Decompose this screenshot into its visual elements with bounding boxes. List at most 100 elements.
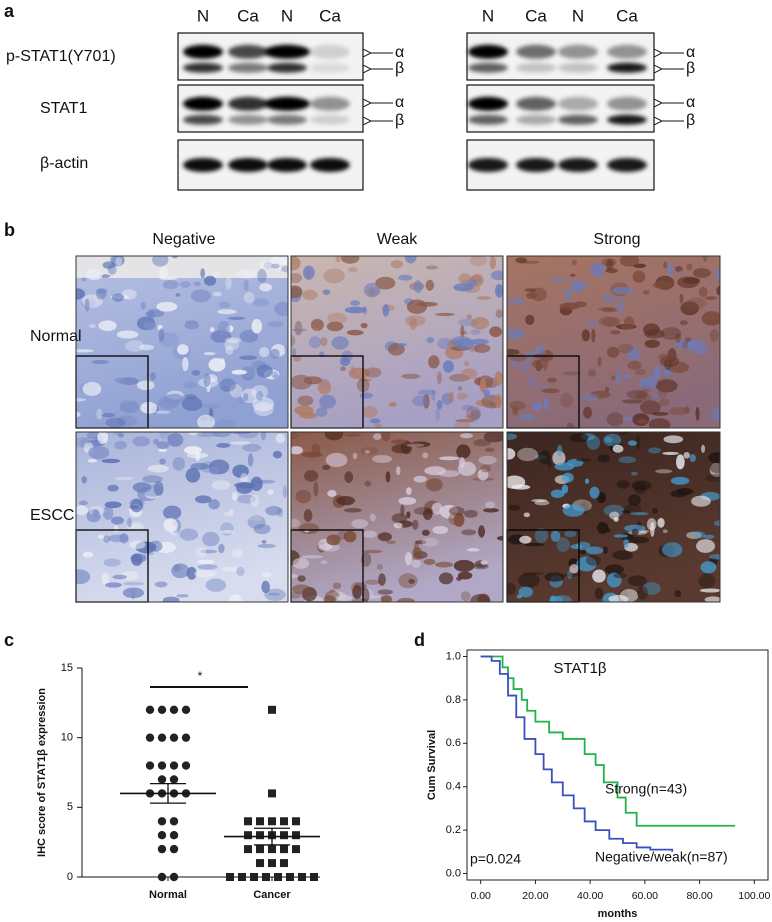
- tissue-blob: [686, 263, 693, 271]
- tissue-blob: [643, 323, 660, 336]
- data-point: [145, 761, 155, 770]
- tissue-blob: [432, 525, 449, 535]
- tissue-blob: [147, 309, 155, 321]
- tissue-blob: [156, 441, 170, 450]
- tissue-blob: [335, 595, 353, 602]
- tissue-blob: [350, 582, 362, 594]
- tissue-blob: [585, 546, 604, 555]
- tissue-blob: [618, 343, 634, 354]
- tissue-blob: [701, 444, 706, 453]
- tissue-blob: [532, 401, 543, 412]
- tissue-blob: [616, 480, 630, 489]
- tissue-blob: [195, 547, 207, 558]
- tissue-blob: [613, 573, 627, 579]
- tissue-blob: [457, 386, 463, 391]
- tissue-blob: [194, 569, 216, 578]
- tissue-blob: [385, 471, 391, 483]
- band: [607, 158, 647, 172]
- tissue-blob: [183, 381, 197, 389]
- tissue-blob: [425, 279, 435, 291]
- tissue-blob: [670, 476, 690, 485]
- tissue-blob: [344, 433, 362, 437]
- tissue-blob: [680, 301, 700, 316]
- tissue-blob: [163, 393, 185, 405]
- tissue-blob: [534, 528, 549, 543]
- data-point: [169, 831, 179, 840]
- tissue-blob: [340, 256, 360, 264]
- data-point: [145, 733, 155, 742]
- data-point: [169, 775, 179, 784]
- tissue-blob: [375, 276, 396, 290]
- tissue-blob: [145, 310, 165, 318]
- tissue-blob: [173, 563, 181, 572]
- tissue-blob: [114, 440, 127, 450]
- tissue-blob: [550, 489, 565, 499]
- tissue-blob: [297, 575, 306, 582]
- tissue-blob: [280, 265, 288, 273]
- tissue-blob: [395, 466, 401, 476]
- tissue-blob: [507, 433, 518, 440]
- band: [607, 62, 647, 73]
- tissue-blob: [297, 395, 314, 406]
- tissue-blob: [524, 288, 537, 293]
- tissue-blob: [518, 358, 532, 373]
- x-tick-label: 60.00: [632, 890, 658, 902]
- tissue-blob: [158, 448, 167, 453]
- tissue-blob: [102, 261, 116, 269]
- tissue-blob: [364, 367, 382, 378]
- tissue-blob: [476, 296, 492, 300]
- tissue-blob: [323, 594, 336, 602]
- tissue-blob: [628, 536, 649, 544]
- tissue-blob: [398, 497, 417, 505]
- tissue-blob: [167, 433, 184, 447]
- tissue-blob: [76, 569, 91, 585]
- tissue-blob: [543, 364, 548, 371]
- tissue-blob: [608, 296, 627, 303]
- data-point: [157, 733, 167, 742]
- data-point: [298, 873, 306, 881]
- tissue-blob: [478, 525, 486, 538]
- tissue-blob: [699, 588, 720, 593]
- tissue-blob: [247, 453, 254, 467]
- lane-label: Ca: [237, 6, 259, 25]
- tissue-blob: [236, 269, 257, 279]
- data-point: [181, 733, 191, 742]
- tissue-blob: [111, 293, 125, 302]
- tissue-blob: [200, 268, 206, 279]
- tissue-blob: [575, 458, 592, 462]
- tissue-blob: [660, 327, 682, 340]
- tissue-blob: [659, 398, 670, 407]
- tissue-blob: [523, 512, 531, 518]
- band-label: β: [395, 112, 404, 129]
- band: [228, 158, 268, 172]
- tissue-blob: [552, 450, 566, 466]
- tissue-blob: [647, 447, 661, 454]
- tissue-blob: [448, 391, 454, 403]
- tissue-blob: [397, 343, 407, 347]
- lane-label: Ca: [319, 6, 341, 25]
- tissue-blob: [219, 529, 235, 534]
- tissue-blob: [360, 446, 379, 455]
- tissue-blob: [548, 276, 569, 283]
- tissue-blob: [428, 355, 440, 369]
- band-label: β: [395, 60, 404, 77]
- band: [228, 44, 268, 59]
- tissue-blob: [479, 378, 487, 393]
- tissue-blob: [364, 579, 381, 585]
- tissue-blob: [291, 272, 302, 284]
- tissue-blob: [223, 511, 230, 517]
- tissue-blob: [179, 281, 191, 288]
- tissue-blob: [397, 274, 413, 281]
- tissue-blob: [609, 511, 620, 520]
- tissue-blob: [117, 432, 124, 438]
- tissue-blob: [627, 360, 642, 370]
- tissue-blob: [381, 432, 391, 442]
- tissue-blob: [698, 573, 716, 589]
- lane-label: N: [197, 6, 209, 25]
- data-point: [280, 831, 288, 840]
- tissue-blob: [662, 529, 668, 533]
- tissue-blob: [434, 561, 453, 568]
- tissue-blob: [243, 291, 255, 304]
- row-label: Normal: [30, 328, 82, 345]
- tissue-blob: [603, 546, 608, 554]
